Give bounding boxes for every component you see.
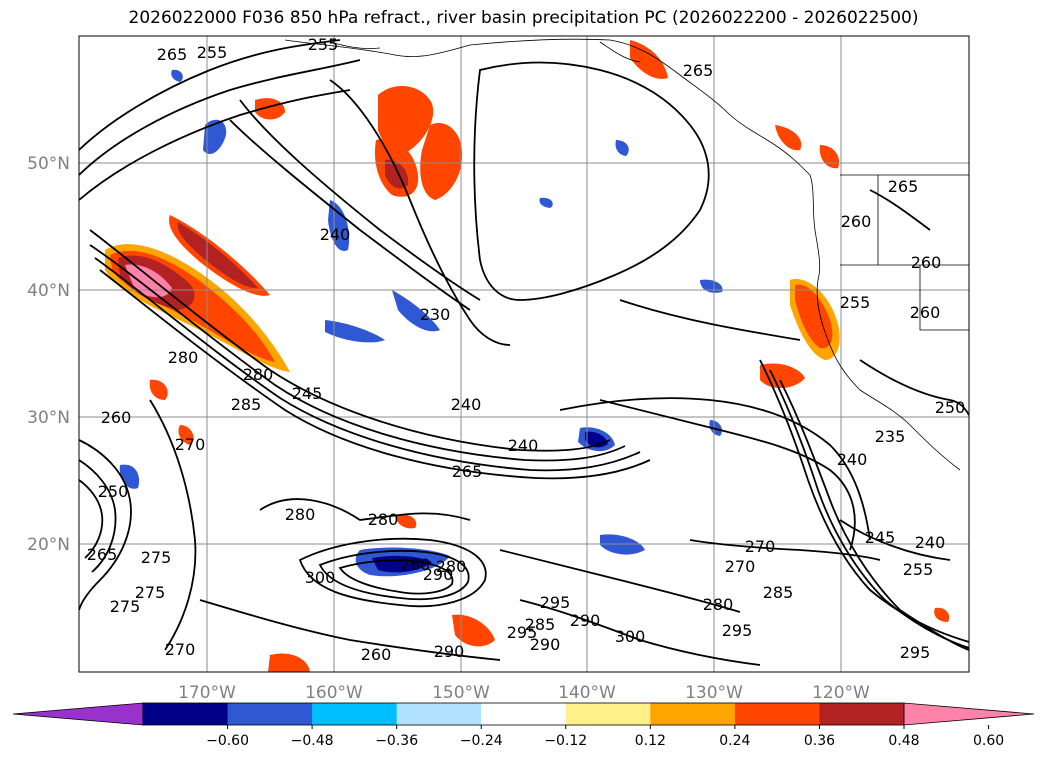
coastlines — [284, 38, 969, 471]
contour-label: 290 — [434, 642, 465, 661]
contour-label: 275 — [135, 583, 166, 602]
refractivity-contours — [79, 39, 969, 666]
contour-label: 265 — [157, 45, 188, 64]
contour-label: 280 — [168, 348, 199, 367]
contour-label: 240 — [508, 436, 539, 455]
contour-label: 290 — [570, 611, 601, 630]
contour-label: 295 — [722, 621, 753, 640]
contour-label: 280 — [703, 595, 734, 614]
colorbar-extend-max — [903, 702, 1035, 726]
colorbar-extend-min — [12, 702, 144, 726]
contour-label: 290 — [423, 565, 454, 584]
colorbar-tick-label: 0.24 — [719, 733, 750, 749]
contour-label: 255 — [903, 560, 934, 579]
contour-label: 260 — [101, 408, 132, 427]
contour-label: 280 — [436, 557, 467, 576]
contour-label: 270 — [175, 435, 206, 454]
contour-label: 255 — [308, 35, 339, 54]
contour-label: 300 — [615, 627, 646, 646]
precipitation-shading — [105, 40, 950, 672]
colorbar-bin — [734, 703, 820, 725]
contour-label: 230 — [420, 305, 451, 324]
contour-label: 260 — [911, 253, 942, 272]
contour-label: 265 — [452, 462, 483, 481]
contour-label: 245 — [865, 528, 896, 547]
contour-label: 240 — [837, 450, 868, 469]
colorbar-frame — [142, 702, 905, 726]
colorbar: −0.60 −0.48 −0.36 −0.24 −0.12 0.12 0.24 0.36 0.4… — [12, 702, 1035, 749]
colorbar-tick-label: 0.36 — [804, 733, 835, 749]
lon-label: 120°W — [812, 683, 870, 703]
contour-label: 295 — [507, 623, 538, 642]
contour-label: 235 — [875, 427, 906, 446]
colorbar-tick-label: −0.48 — [291, 733, 334, 749]
contour-label: 265 — [87, 545, 118, 564]
contour-label: 240 — [915, 533, 946, 552]
colorbar-bin — [312, 703, 398, 725]
contour-label: 270 — [745, 537, 776, 556]
colorbar-bin — [650, 703, 736, 725]
colorbar-bin — [396, 703, 482, 725]
lat-label: 50°N — [27, 154, 70, 174]
contour-label: 240 — [320, 225, 351, 244]
lat-label: 30°N — [27, 408, 70, 428]
contour-label: 275 — [110, 597, 141, 616]
lat-tick-labels: 50°N 40°N 30°N 20°N — [27, 154, 70, 555]
contour-label: 255 — [840, 293, 871, 312]
contour-label: 260 — [361, 645, 392, 664]
contour-label: 260 — [841, 212, 872, 231]
lon-label: 160°W — [305, 683, 363, 703]
lon-label: 170°W — [178, 683, 236, 703]
contour-label: 250 — [98, 482, 129, 501]
contour-label: 295 — [540, 593, 571, 612]
lon-label: 130°W — [685, 683, 743, 703]
contour-label: 285 — [231, 395, 262, 414]
contour-label: 285 — [525, 615, 556, 634]
contour-label: 265 — [683, 61, 714, 80]
contour-labels: 265 255 255 265 240 260 265 260 255 260 250 235 240 2… — [87, 35, 966, 664]
contour-label: 290 — [530, 635, 561, 654]
lat-label: 40°N — [27, 281, 70, 301]
colorbar-tick-label: −0.36 — [375, 733, 418, 749]
contour-label: 245 — [292, 384, 323, 403]
colorbar-tick-label: 0.12 — [635, 733, 666, 749]
contour-label: 240 — [451, 395, 482, 414]
contour-label: 270 — [165, 640, 196, 659]
contour-label: 280 — [368, 510, 399, 529]
colorbar-tick-label: −0.12 — [544, 733, 587, 749]
colorbar-bin — [143, 703, 229, 725]
contour-label: 250 — [935, 398, 966, 417]
lat-label: 20°N — [27, 535, 70, 555]
colorbar-tick-label: −0.24 — [460, 733, 503, 749]
lon-tick-labels: 170°W 160°W 150°W 140°W 130°W 120°W — [178, 683, 870, 703]
colorbar-bin — [227, 703, 313, 725]
contour-label: 255 — [197, 43, 228, 62]
lon-label: 150°W — [432, 683, 490, 703]
lon-label: 140°W — [558, 683, 616, 703]
map-title: 2026022000 F036 850 hPa refract., river … — [128, 8, 919, 28]
colorbar-bin — [565, 703, 651, 725]
contour-label: 260 — [910, 303, 941, 322]
contour-label: 265 — [888, 177, 919, 196]
colorbar-tick-label: 0.48 — [888, 733, 919, 749]
contour-label: 285 — [763, 583, 794, 602]
map-border — [78, 35, 970, 673]
contour-label: 280 — [400, 555, 431, 574]
contour-label: 295 — [900, 643, 931, 662]
contour-label: 270 — [725, 557, 756, 576]
contour-label: 280 — [243, 365, 274, 384]
contour-label: 275 — [141, 548, 172, 567]
colorbar-tick-label: −0.60 — [206, 733, 249, 749]
colorbar-tick-label: 0.60 — [973, 733, 1004, 749]
contour-label: 300 — [305, 568, 336, 587]
colorbar-bin — [481, 703, 567, 725]
colorbar-bin — [819, 703, 905, 725]
contour-label: 280 — [285, 505, 316, 524]
